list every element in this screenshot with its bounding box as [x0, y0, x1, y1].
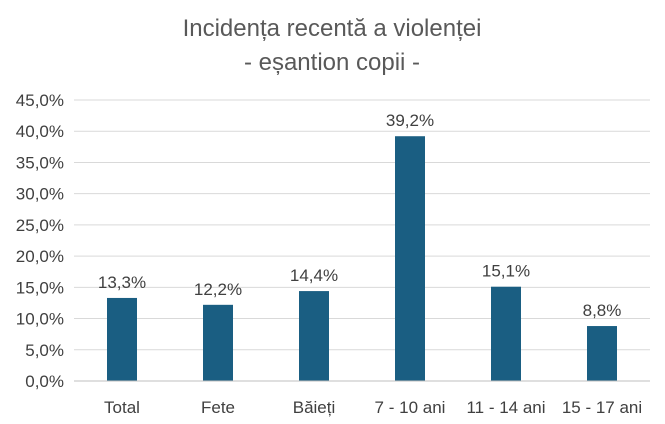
- bars: [107, 136, 617, 381]
- x-category-label: 7 - 10 ani: [375, 398, 446, 417]
- bar: [299, 291, 329, 381]
- x-category-label: Total: [104, 398, 140, 417]
- data-label: 14,4%: [290, 266, 338, 285]
- x-category-label: Băieți: [293, 398, 336, 417]
- x-category-label: 11 - 14 ani: [466, 398, 545, 417]
- gridlines: [74, 99, 650, 351]
- chart-title-line-1: Incidența recentă a violenței: [183, 15, 482, 42]
- data-label: 39,2%: [386, 111, 434, 130]
- y-axis-tick-labels: 0,0% 5,0% 10,0% 15,0% 20,0% 25,0% 30,0% 35,0% 40…: [16, 91, 64, 391]
- chart-title-line-2: - eșantion copii -: [244, 49, 420, 76]
- data-label: 8,8%: [583, 301, 622, 320]
- bar: [395, 136, 425, 381]
- data-label: 15,1%: [482, 262, 530, 281]
- y-tick-label: 20,0%: [16, 247, 64, 266]
- y-tick-label: 25,0%: [16, 216, 64, 235]
- x-category-label: 15 - 17 ani: [562, 398, 642, 417]
- y-tick-label: 0,0%: [25, 372, 64, 391]
- bar: [203, 304, 233, 381]
- y-tick-label: 30,0%: [16, 185, 64, 204]
- data-label: 12,2%: [194, 280, 242, 299]
- y-tick-label: 5,0%: [25, 341, 64, 360]
- x-category-label: Fete: [201, 398, 235, 417]
- y-tick-label: 15,0%: [16, 278, 64, 297]
- data-label: 13,3%: [98, 273, 146, 292]
- y-tick-label: 40,0%: [16, 122, 64, 141]
- data-labels: 13,3% 12,2% 14,4% 39,2% 15,1% 8,8%: [98, 111, 621, 320]
- bar: [491, 286, 521, 381]
- bar: [107, 297, 137, 381]
- y-tick-label: 10,0%: [16, 310, 64, 329]
- y-tick-label: 35,0%: [16, 153, 64, 172]
- x-axis-category-labels: Total Fete Băieți 7 - 10 ani 11 - 14 ani 15 -…: [104, 398, 642, 417]
- y-tick-label: 45,0%: [16, 91, 64, 110]
- chart-title: Incidența recentă a violenței - eșantion…: [183, 15, 482, 76]
- bar: [587, 326, 617, 381]
